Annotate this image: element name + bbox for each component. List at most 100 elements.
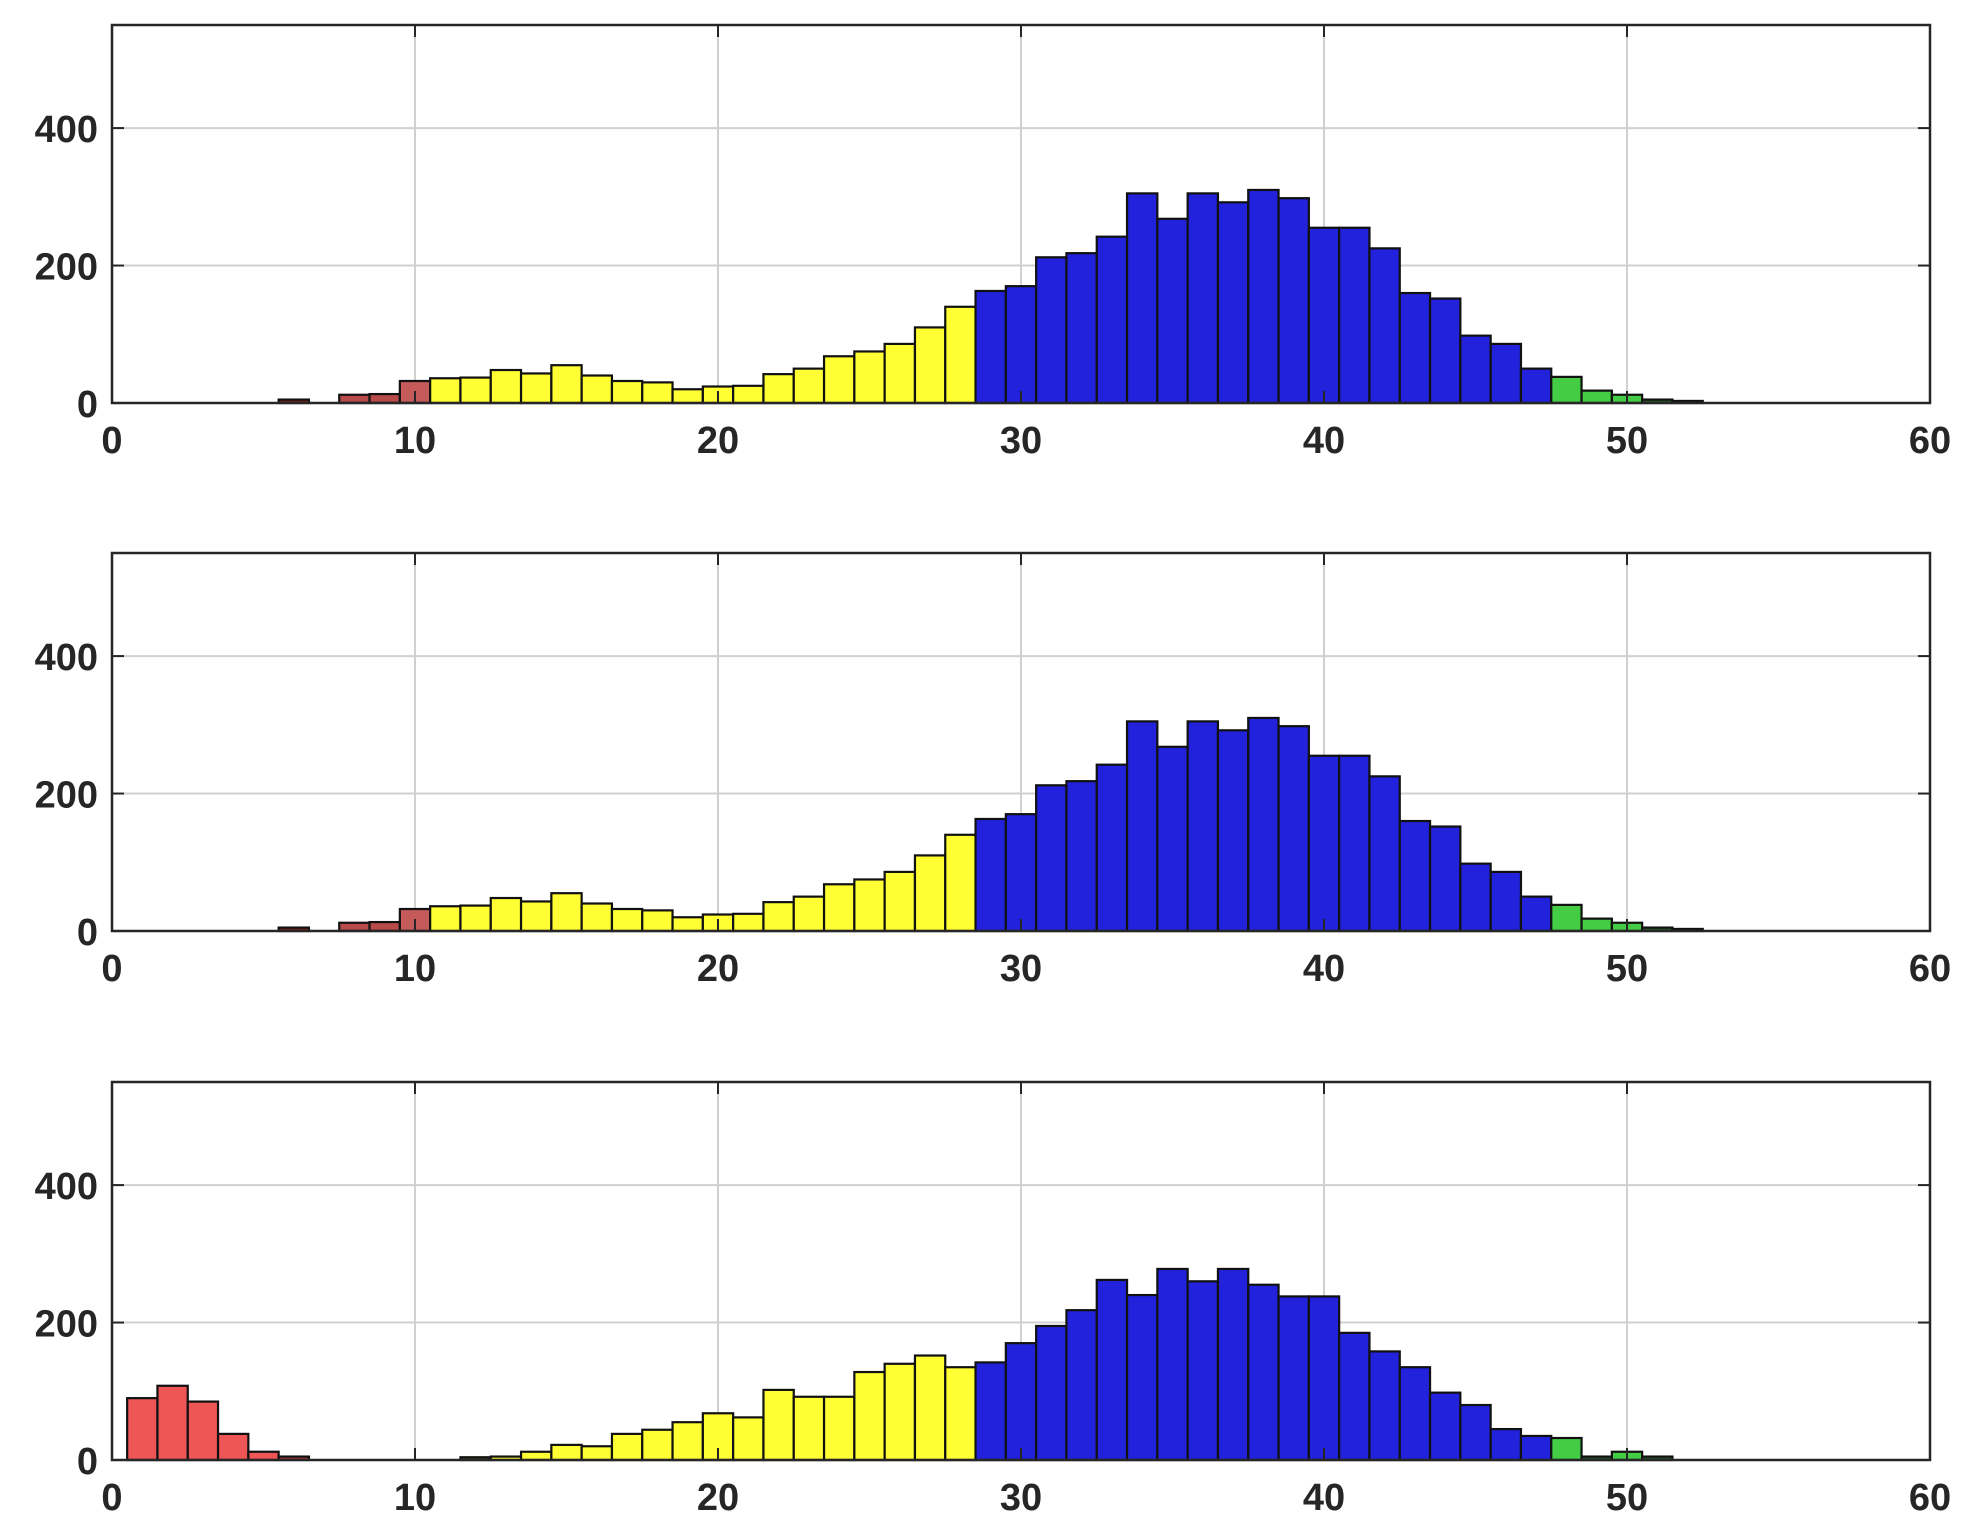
x-tick-label: 0: [101, 948, 122, 990]
histogram-bar: [519, 372, 553, 405]
histogram-bar: [1459, 334, 1492, 405]
histogram-bar: [1550, 375, 1583, 405]
histogram-bar: [1095, 1278, 1129, 1462]
y-tick-label: 200: [35, 1304, 98, 1346]
histogram-bar: [883, 342, 917, 405]
x-tick-label: 0: [101, 420, 122, 462]
histogram-bar: [1247, 188, 1280, 405]
histogram-bar: [1156, 1267, 1189, 1462]
histogram-bar: [368, 920, 401, 933]
histogram-bar: [186, 1400, 220, 1462]
histogram-bar: [1489, 870, 1523, 933]
histogram-bar: [853, 1370, 886, 1462]
y-tick-label: 400: [35, 637, 98, 679]
histogram-bar: [641, 381, 674, 405]
histogram-bar: [762, 1388, 795, 1462]
histogram-bar: [216, 1432, 250, 1462]
histogram-bar: [1398, 819, 1432, 933]
histogram-bar: [1338, 754, 1371, 933]
histogram-bar: [974, 289, 1007, 405]
histogram-bar: [1459, 862, 1492, 933]
histogram-bar: [610, 1432, 644, 1462]
histogram-bar: [459, 376, 492, 405]
x-tick-label: 50: [1606, 1477, 1648, 1519]
histogram-bar: [489, 368, 523, 405]
histogram-bar: [1550, 903, 1583, 933]
histogram-bar: [429, 905, 462, 933]
histogram-bar: [1368, 247, 1401, 405]
histogram-bar: [1095, 235, 1129, 405]
histogram-bar: [580, 902, 614, 933]
histogram-bar: [1186, 192, 1220, 405]
histogram-bar: [1489, 1427, 1523, 1462]
histogram-bar: [1065, 252, 1098, 405]
histogram-bar: [1580, 389, 1613, 405]
histogram-bar: [1428, 825, 1462, 933]
histogram-bar: [822, 883, 856, 933]
histogram-bar: [1368, 775, 1401, 933]
histogram-bar: [1216, 201, 1250, 405]
histogram-bar: [732, 384, 765, 405]
x-tick-label: 20: [697, 1477, 739, 1519]
x-tick-label: 10: [394, 948, 436, 990]
histogram-bar: [1004, 1342, 1038, 1462]
histogram-panel-1: 0 10 20 30 40 50 60 0 200 400: [35, 23, 1951, 462]
histogram-bar: [1459, 1403, 1492, 1462]
histogram-bar: [610, 907, 644, 933]
x-tick-label: 30: [1000, 1477, 1042, 1519]
histogram-bar: [1398, 291, 1432, 405]
y-tick-label: 400: [35, 109, 98, 151]
histogram-bar: [822, 1395, 856, 1462]
x-tick-label: 60: [1909, 1477, 1951, 1519]
x-tick-label: 30: [1000, 420, 1042, 462]
y-tick-label: 400: [35, 1166, 98, 1208]
histogram-bar: [1125, 720, 1159, 933]
histogram-bar: [1004, 813, 1038, 933]
histogram-bar: [610, 379, 644, 405]
histogram-bar: [974, 817, 1007, 933]
histogram-bar: [1125, 192, 1159, 405]
histogram-bar: [1156, 217, 1189, 405]
histogram-bar: [1247, 716, 1280, 933]
histogram-panel-2: 0 10 20 30 40 50 60 0 200 400: [35, 551, 1951, 990]
x-tick-label: 60: [1909, 948, 1951, 990]
histogram-bar: [913, 854, 947, 933]
histogram-bar: [1398, 1366, 1432, 1462]
histogram-bar: [126, 1397, 159, 1462]
histogram-bar: [1216, 729, 1250, 933]
histogram-bar: [459, 904, 492, 933]
histogram-bar: [1338, 1331, 1371, 1462]
histogram-bar: [580, 374, 614, 405]
histogram-bar: [853, 350, 886, 405]
histogram-bar: [429, 377, 462, 405]
histogram-bar: [641, 909, 674, 933]
histogram-bar: [913, 326, 947, 405]
histogram-bar: [1489, 342, 1523, 405]
x-tick-label: 40: [1303, 948, 1345, 990]
histogram-bar: [1065, 1309, 1098, 1462]
histogram-bar: [1519, 1434, 1553, 1462]
histogram-bar: [1338, 226, 1371, 405]
histogram-bar: [853, 878, 886, 933]
histogram-bar: [580, 1445, 614, 1462]
histogram-bar: [671, 1421, 704, 1462]
histogram-bar: [671, 388, 704, 405]
histogram-bar: [762, 373, 795, 405]
histogram-bar: [792, 1395, 826, 1462]
y-tick-label: 200: [35, 775, 98, 817]
histogram-bar: [1186, 1280, 1220, 1462]
x-tick-label: 40: [1303, 420, 1345, 462]
histogram-bar: [1307, 226, 1341, 405]
histogram-bar: [944, 1366, 977, 1462]
x-tick-label: 40: [1303, 1477, 1345, 1519]
histogram-bar: [519, 900, 553, 933]
y-tick-label: 0: [77, 1441, 98, 1483]
histogram-bar: [792, 367, 826, 405]
histogram-bar: [1065, 780, 1098, 933]
x-tick-label: 60: [1909, 420, 1951, 462]
histogram-bar: [368, 392, 401, 405]
histogram-bar: [1519, 367, 1553, 405]
histogram-bar: [489, 896, 523, 933]
x-tick-label: 30: [1000, 948, 1042, 990]
histogram-bar: [913, 1354, 947, 1462]
